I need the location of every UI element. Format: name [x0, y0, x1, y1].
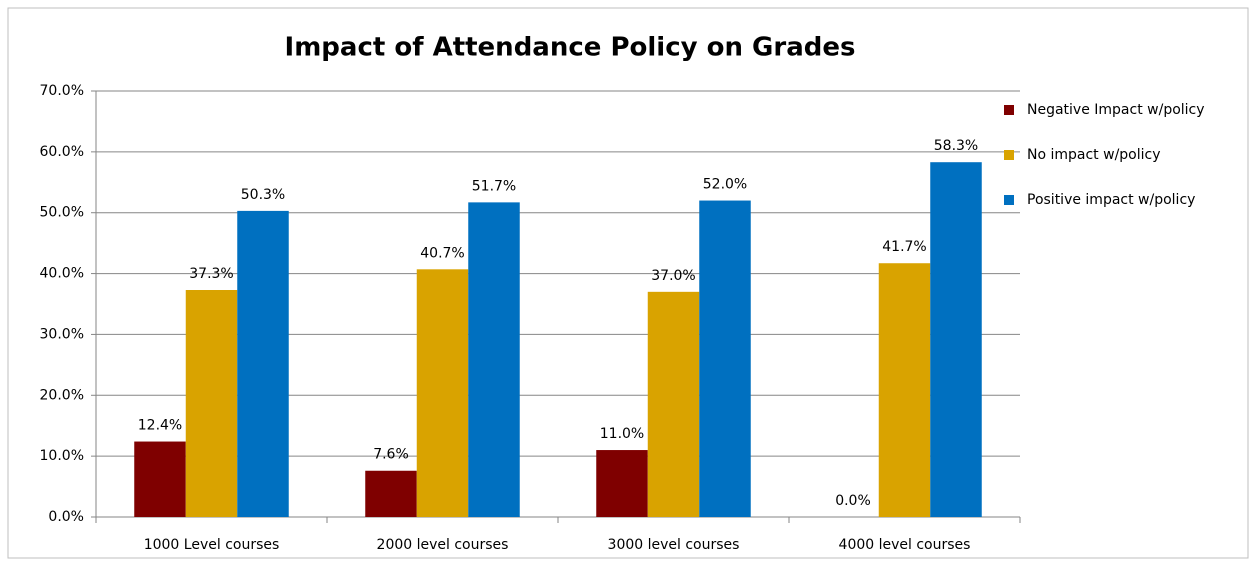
- bar: [134, 441, 186, 517]
- y-tick-label: 40.0%: [40, 266, 84, 282]
- legend-label: Positive impact w/policy: [1027, 192, 1195, 208]
- bar: [596, 450, 648, 517]
- bar: [468, 202, 520, 517]
- x-tick-label: 2000 level courses: [377, 537, 509, 553]
- data-label: 11.0%: [600, 426, 644, 442]
- bar: [699, 200, 751, 518]
- x-tick-label: 1000 Level courses: [144, 537, 280, 553]
- chart-title: Impact of Attendance Policy on Grades: [285, 33, 856, 63]
- bar: [416, 269, 469, 517]
- data-label: 37.3%: [189, 266, 233, 282]
- data-label: 50.3%: [241, 187, 285, 203]
- data-label: 37.0%: [651, 268, 695, 284]
- data-label: 12.4%: [138, 418, 182, 434]
- data-label: 40.7%: [420, 245, 464, 261]
- bar: [647, 291, 700, 517]
- legend-label: Negative Impact w/policy: [1027, 102, 1205, 118]
- data-label: 52.0%: [703, 177, 747, 193]
- legend-swatch: [1004, 195, 1014, 205]
- y-tick-label: 20.0%: [40, 387, 84, 403]
- bar: [930, 162, 982, 517]
- y-tick-label: 60.0%: [40, 144, 84, 160]
- y-tick-label: 10.0%: [40, 448, 84, 464]
- legend-swatch: [1004, 150, 1014, 160]
- x-tick-label: 4000 level courses: [839, 537, 971, 553]
- legend-label: No impact w/policy: [1027, 147, 1161, 163]
- data-label: 41.7%: [882, 239, 926, 255]
- bar: [185, 290, 238, 517]
- bar: [365, 470, 417, 517]
- data-label: 58.3%: [934, 138, 978, 154]
- y-tick-label: 30.0%: [40, 326, 84, 342]
- bar: [237, 210, 289, 518]
- y-tick-label: 50.0%: [40, 205, 84, 221]
- y-tick-label: 70.0%: [40, 83, 84, 99]
- y-tick-label: 0.0%: [48, 509, 84, 525]
- x-tick-label: 3000 level courses: [608, 537, 740, 553]
- data-label: 0.0%: [835, 493, 871, 509]
- legend-swatch: [1004, 105, 1014, 115]
- bar: [878, 263, 931, 517]
- data-label: 51.7%: [472, 178, 516, 194]
- data-label: 7.6%: [373, 447, 409, 463]
